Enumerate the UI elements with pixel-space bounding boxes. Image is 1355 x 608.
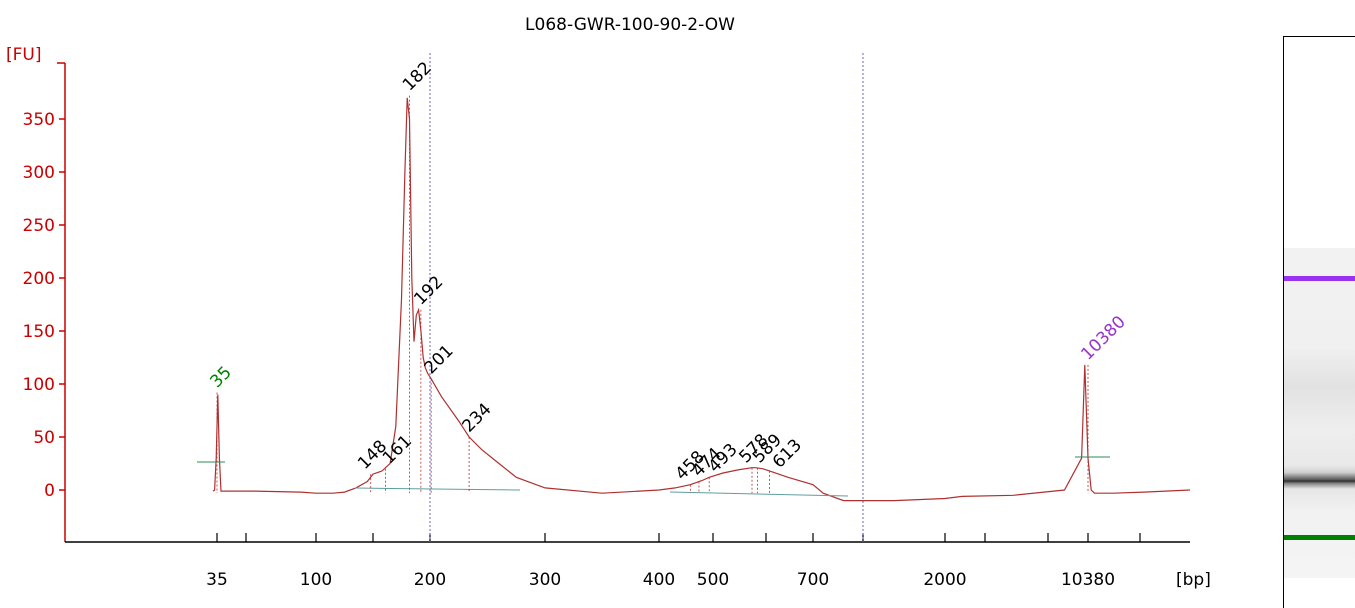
y-tick-label: 350 — [23, 110, 55, 130]
y-tick-label: 200 — [23, 269, 55, 289]
y-tick-label: 0 — [44, 481, 55, 501]
x-tick-label: 200 — [414, 570, 446, 590]
x-tick-label: 35 — [206, 570, 228, 590]
y-tick-label: 300 — [23, 163, 55, 183]
y-tick-label: 150 — [23, 322, 55, 342]
peak-label: 234 — [458, 399, 495, 436]
peak-label: 201 — [421, 341, 458, 378]
peak-label: 161 — [379, 431, 416, 468]
integration-baseline — [669, 491, 849, 497]
peak-label: 35 — [206, 363, 235, 392]
peak-label: 192 — [410, 272, 447, 309]
x-tick-label: 400 — [643, 570, 675, 590]
x-tick-label: 2000 — [923, 570, 966, 590]
y-tick-label: 250 — [23, 216, 55, 236]
gel-lower-marker-band — [1284, 535, 1355, 540]
electropherogram-trace — [212, 97, 1191, 502]
x-axis-label: [bp] — [1176, 570, 1211, 590]
y-axis-label: [FU] — [6, 45, 42, 65]
vertical-markers — [429, 53, 864, 542]
gel-upper-marker-band — [1284, 276, 1355, 281]
peak-label: 10380 — [1077, 312, 1129, 364]
trace-layer — [197, 97, 1191, 502]
x-tick-label: 100 — [300, 570, 332, 590]
peak-labels: 3514816118219220123445847449357858961310… — [206, 58, 1130, 494]
y-tick-label: 50 — [33, 428, 55, 448]
electropherogram-chart: L068-GWR-100-90-2-OW 0 50 100 150 200 250 300 3… — [6, 15, 1211, 590]
x-tick-label: 10380 — [1061, 570, 1115, 590]
x-tick-label: 500 — [697, 570, 729, 590]
x-tick-label: 700 — [797, 570, 829, 590]
gel-lane — [1284, 248, 1355, 578]
chart-title: L068-GWR-100-90-2-OW — [525, 15, 735, 35]
gel-image — [1283, 36, 1355, 608]
axes: 0 50 100 150 200 250 300 350 35 100 200 300 400 500 70… — [23, 62, 1190, 590]
x-tick-label: 300 — [529, 570, 561, 590]
integration-baseline — [354, 487, 521, 491]
y-tick-label: 100 — [23, 375, 55, 395]
